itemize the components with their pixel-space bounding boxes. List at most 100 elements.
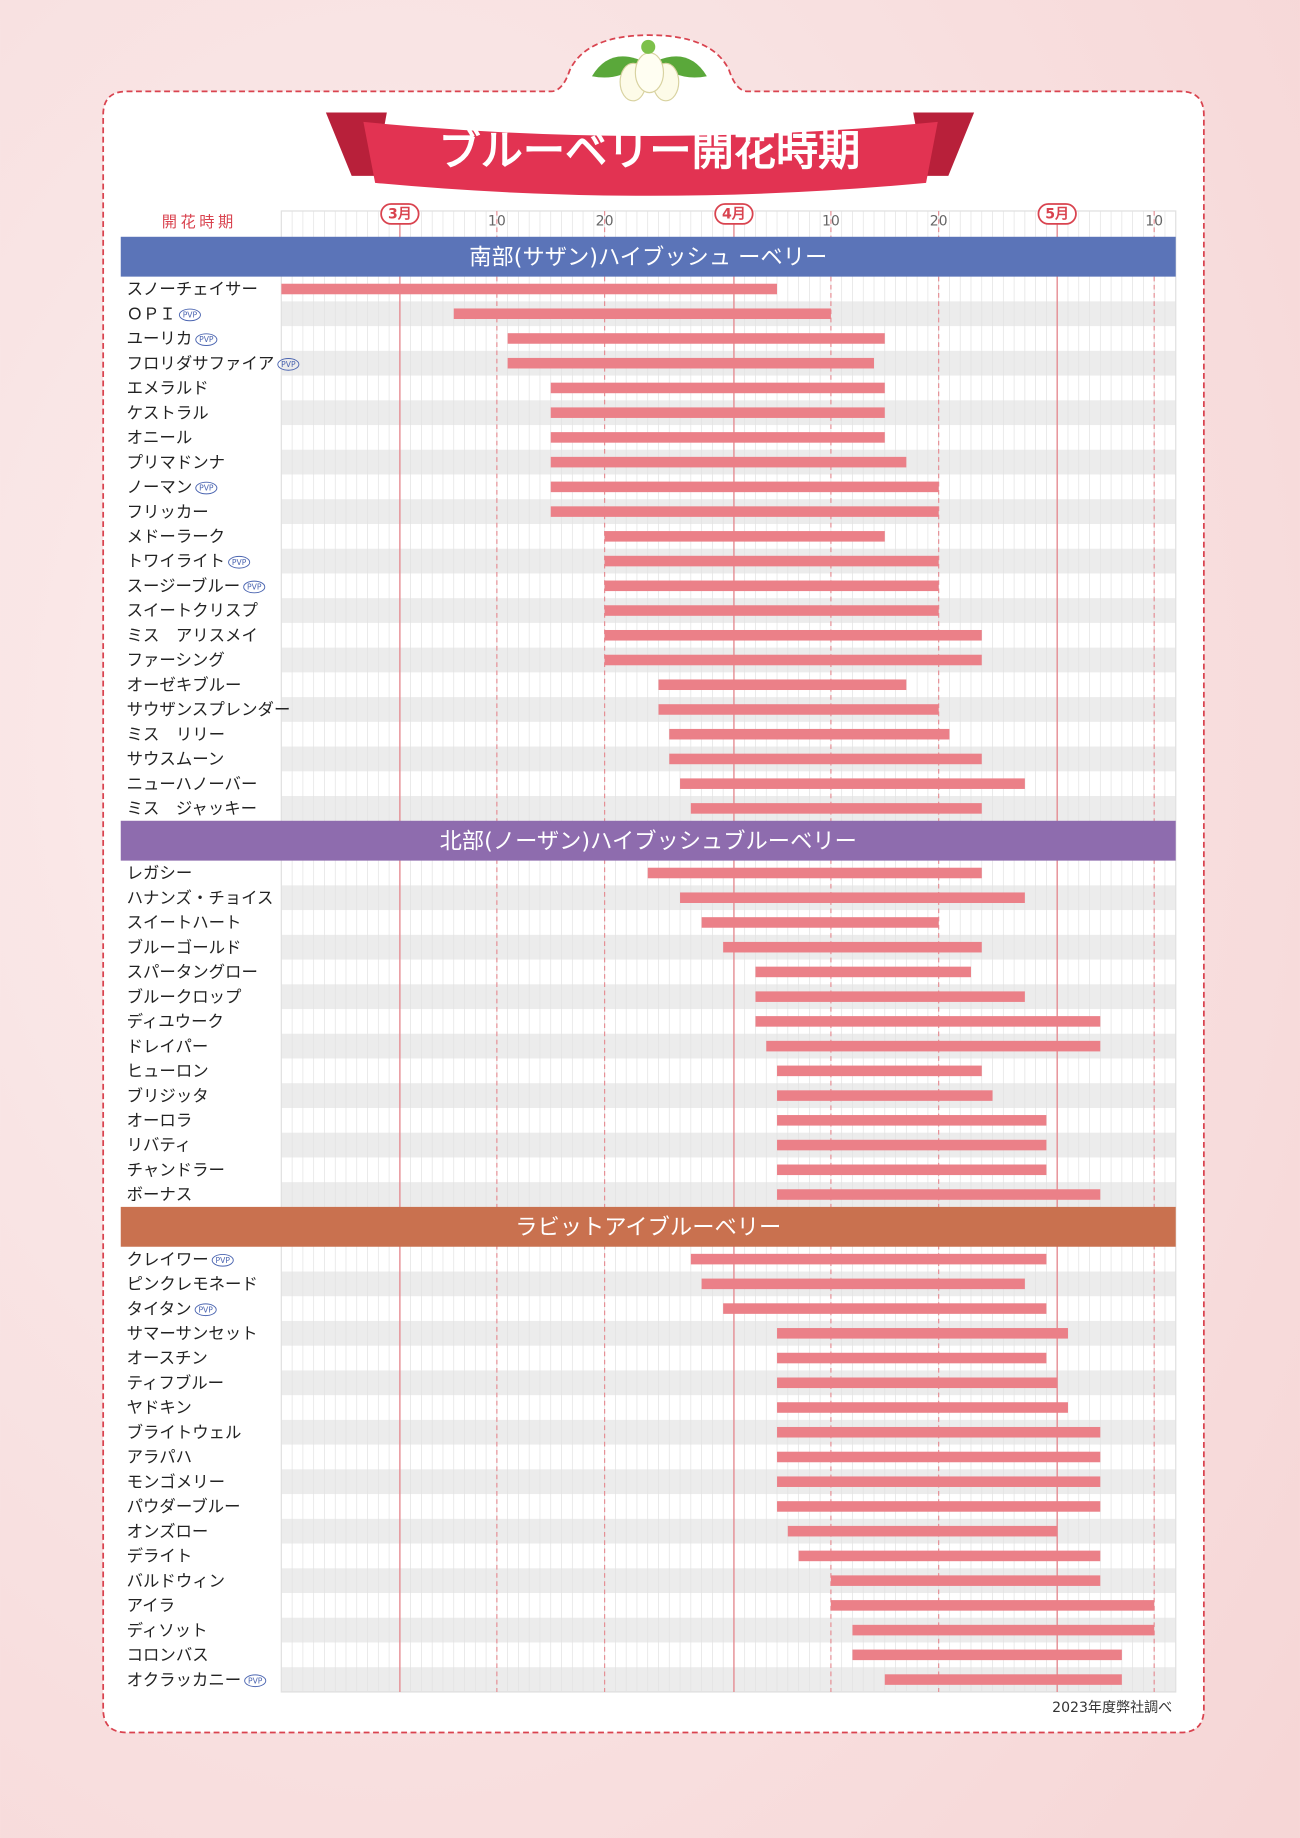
x-tick-label: 10 xyxy=(1145,214,1163,230)
bars xyxy=(281,283,1155,1685)
row-label: スノーチェイサー xyxy=(127,280,258,299)
row-label: ヤドキン xyxy=(127,1398,192,1417)
badge-text: PVP xyxy=(216,1256,231,1265)
bar xyxy=(550,432,885,443)
badge-text: PVP xyxy=(248,1676,263,1685)
row-label: オンズロー xyxy=(127,1522,209,1541)
bar xyxy=(777,1501,1101,1512)
bar xyxy=(723,1303,1047,1314)
row-label: ディソット xyxy=(127,1621,208,1640)
bar xyxy=(777,1352,1047,1364)
bar xyxy=(690,803,982,814)
x-tick-label: 10 xyxy=(822,214,840,230)
row-stripe xyxy=(281,1083,1176,1108)
row-label: フリッカー xyxy=(127,502,209,521)
row-label: プリマドンナ xyxy=(127,453,225,472)
row-label: スパータングロー xyxy=(127,963,258,982)
bar xyxy=(281,283,778,295)
row-label: スイートハート xyxy=(127,913,242,932)
x-tick-label: 4月 xyxy=(722,207,746,223)
bar xyxy=(507,357,875,369)
group-title: 南部(サザン)ハイブッシュ ーベリー xyxy=(469,244,827,270)
bar xyxy=(550,407,885,418)
group-header xyxy=(120,236,1176,277)
badge xyxy=(243,580,266,594)
badge xyxy=(195,333,218,346)
badge-text: PVP xyxy=(183,310,198,319)
bar xyxy=(723,941,982,953)
row-label: ユーリカ xyxy=(127,329,193,348)
badge xyxy=(195,481,218,495)
row-label: レガシー xyxy=(127,864,193,883)
row-label: ピンクレモネード xyxy=(127,1275,258,1294)
row-label: タイタン xyxy=(127,1299,192,1318)
bar xyxy=(604,555,939,567)
bar xyxy=(777,1189,1101,1200)
axis-label: 開花時期 xyxy=(162,213,237,231)
row-label: アラパハ xyxy=(127,1448,192,1467)
group-header xyxy=(120,820,1176,861)
bar xyxy=(647,867,982,879)
row-label: オーゼキブルー xyxy=(127,675,242,694)
bar xyxy=(777,1377,1058,1389)
bar xyxy=(755,966,971,978)
row-label: フロリダサファイア xyxy=(127,354,275,373)
bar xyxy=(550,506,939,517)
badge xyxy=(228,555,251,569)
badge-text: PVP xyxy=(232,558,247,567)
badge-text: PVP xyxy=(199,484,214,493)
badge xyxy=(211,1253,234,1267)
bar xyxy=(604,531,885,542)
bar xyxy=(680,892,1025,903)
row-label: サウスムーン xyxy=(127,750,225,769)
bar xyxy=(658,679,907,691)
bar xyxy=(604,654,982,666)
bar xyxy=(550,456,907,468)
bar xyxy=(777,1426,1101,1438)
bar xyxy=(787,1525,1058,1537)
bar xyxy=(669,728,950,740)
row-label: オースチン xyxy=(127,1349,208,1368)
row-label: ドレイパー xyxy=(127,1037,209,1056)
tick-pill xyxy=(380,203,420,225)
row-label: エメラルド xyxy=(127,379,209,398)
row-label: オニール xyxy=(127,428,193,447)
row-label: ブルーゴールド xyxy=(127,938,242,957)
group-title: ラビットアイブルーベリー xyxy=(515,1214,781,1240)
bar xyxy=(777,1328,1068,1339)
badge xyxy=(178,308,201,322)
row-label: チャンドラー xyxy=(127,1160,225,1179)
row-label: ケストラル xyxy=(127,403,209,422)
bar xyxy=(453,308,831,320)
tick-pill xyxy=(714,203,754,225)
x-tick-label: 10 xyxy=(488,214,506,230)
x-tick-label: 3月 xyxy=(388,207,412,223)
bar xyxy=(777,1115,1047,1126)
row-label: スージーブルー xyxy=(127,576,241,595)
tick-pill xyxy=(1037,203,1077,225)
group-title: 北部(ノーザン)ハイブッシュブルーベリー xyxy=(440,828,857,854)
row-label: ニューハノーバー xyxy=(127,774,258,793)
badge xyxy=(194,1303,217,1317)
bar xyxy=(777,1090,993,1101)
row-label: ボーナス xyxy=(127,1185,193,1204)
bar xyxy=(766,1040,1101,1052)
group-header xyxy=(120,1206,1176,1247)
row-label: サウザンスプレンダー xyxy=(127,700,291,719)
bar xyxy=(798,1550,1101,1562)
row-label: ミス ジャッキー xyxy=(127,799,257,818)
row-label: ミス アリスメイ xyxy=(127,626,258,645)
bar xyxy=(830,1575,1101,1586)
row-label: スイートクリスプ xyxy=(127,601,259,620)
row-label: ヒューロン xyxy=(127,1062,209,1081)
bar xyxy=(507,333,885,344)
x-tick-label: 20 xyxy=(930,214,948,230)
row-label: ディユウーク xyxy=(127,1012,224,1031)
bar xyxy=(777,1476,1101,1487)
row-label: トワイライト xyxy=(127,552,225,571)
row-label: アイラ xyxy=(127,1596,175,1615)
bar xyxy=(755,1016,1101,1027)
